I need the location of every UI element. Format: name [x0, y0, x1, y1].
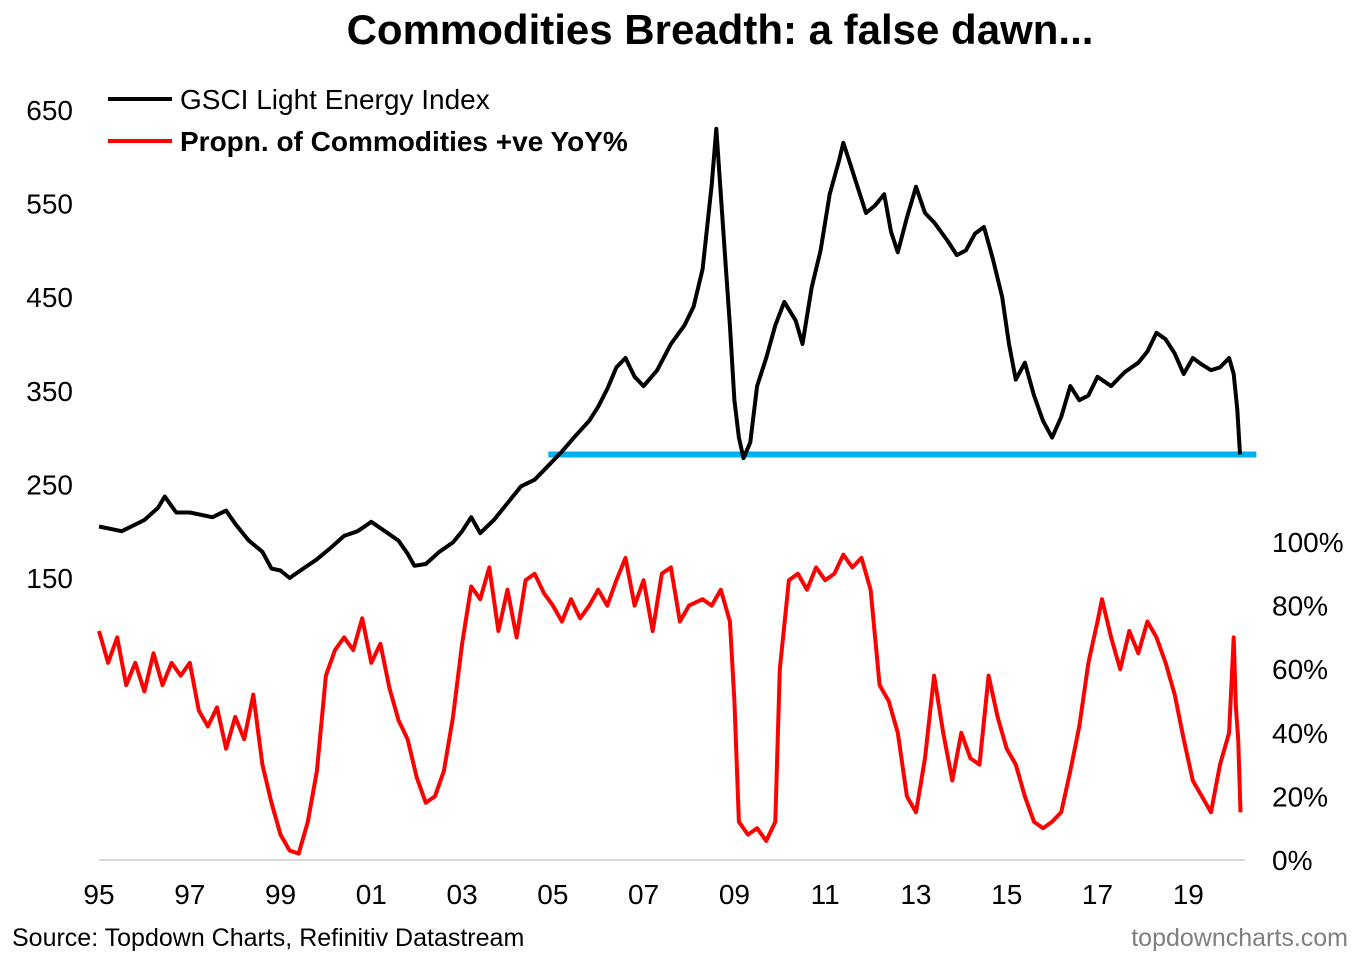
right-tick-label: 80% [1272, 591, 1328, 622]
legend: GSCI Light Energy Index Propn. of Commod… [108, 84, 628, 157]
source-note: Source: Topdown Charts, Refinitiv Datast… [12, 924, 524, 952]
x-tick-label: 07 [628, 879, 659, 910]
x-tick-label: 03 [447, 879, 478, 910]
x-tick-label: 13 [900, 879, 931, 910]
left-tick-label: 450 [26, 282, 73, 313]
x-axis: 95 97 99 01 03 05 07 09 11 13 15 17 19 [83, 879, 1203, 910]
series-line-breadth [97, 552, 1243, 856]
right-tick-label: 100% [1272, 527, 1344, 558]
x-tick-label: 15 [991, 879, 1022, 910]
right-tick-label: 40% [1272, 718, 1328, 749]
left-tick-label: 550 [26, 189, 73, 220]
x-tick-label: 97 [174, 879, 205, 910]
right-tick-label: 20% [1272, 781, 1328, 812]
x-tick-label: 17 [1082, 879, 1113, 910]
x-tick-label: 99 [265, 879, 296, 910]
x-tick-label: 95 [83, 879, 114, 910]
x-tick-label: 05 [537, 879, 568, 910]
series-line-gsci [98, 126, 1242, 580]
x-tick-label: 11 [811, 879, 840, 910]
x-tick-label: 01 [356, 879, 387, 910]
chart-title: Commodities Breadth: a false dawn... [347, 6, 1094, 53]
x-tick-label: 09 [719, 879, 750, 910]
left-tick-label: 350 [26, 376, 73, 407]
left-tick-label: 250 [26, 469, 73, 500]
left-axis: 650 550 450 350 250 150 [26, 95, 73, 594]
legend-label-breadth: Propn. of Commodities +ve YoY% [180, 126, 628, 157]
brand-watermark: topdowncharts.com [1131, 924, 1348, 952]
x-tick-label: 19 [1173, 879, 1204, 910]
legend-label-gsci: GSCI Light Energy Index [180, 84, 490, 115]
right-tick-label: 0% [1272, 845, 1312, 876]
right-axis: 100% 80% 60% 40% 20% 0% [1272, 527, 1344, 876]
left-tick-label: 150 [26, 563, 73, 594]
left-tick-label: 650 [26, 95, 73, 126]
right-tick-label: 60% [1272, 654, 1328, 685]
